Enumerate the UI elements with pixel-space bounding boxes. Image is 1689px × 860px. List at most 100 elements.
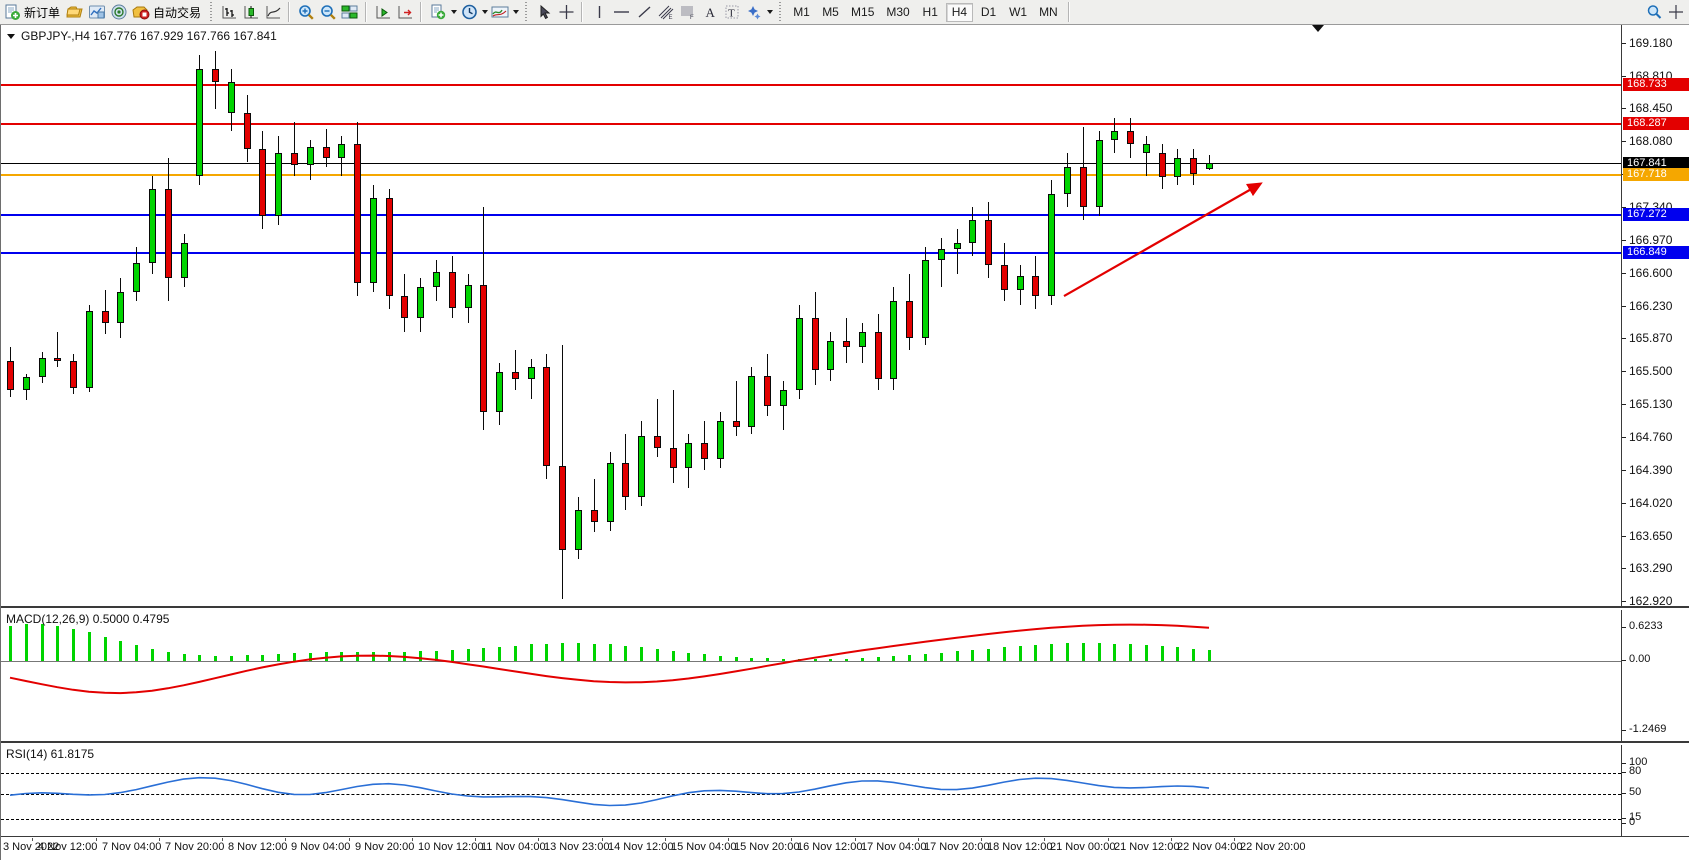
price-scale[interactable]: 169.180168.810168.450168.080167.710167.3… bbox=[1621, 25, 1689, 608]
rsi-plot-area[interactable] bbox=[1, 745, 1621, 836]
macd-histogram-bar bbox=[718, 655, 722, 661]
equidistant-channel-tool-button[interactable]: E bbox=[655, 1, 677, 23]
timeframe-m5[interactable]: M5 bbox=[822, 5, 839, 19]
magnifier-button[interactable] bbox=[1643, 1, 1665, 23]
price-level-line-resistance[interactable] bbox=[1, 83, 1621, 86]
line-chart-button[interactable] bbox=[262, 1, 284, 23]
text-tool-button[interactable]: A bbox=[699, 1, 721, 23]
candle-body bbox=[953, 242, 961, 249]
time-axis-tick bbox=[412, 838, 413, 841]
candle-body bbox=[38, 357, 46, 378]
auto-trading-button[interactable]: 自动交易 bbox=[130, 1, 205, 23]
toolbar-separator bbox=[522, 2, 532, 22]
indicators-dropdown-arrow[interactable] bbox=[449, 2, 458, 22]
price-pane[interactable]: GBPJPY-,H4 167.776 167.929 167.766 167.8… bbox=[1, 25, 1689, 608]
timeframe-h1[interactable]: H1 bbox=[922, 5, 938, 19]
crosshair-right-button[interactable] bbox=[1665, 1, 1687, 23]
market-watch-button[interactable] bbox=[86, 1, 108, 23]
macd-pane[interactable]: MACD(12,26,9) 0.5000 0.4795 0.6233 0.00 -1… bbox=[1, 610, 1689, 743]
macd-histogram-bar bbox=[450, 650, 454, 661]
time-axis-label: 15 Nov 20:00 bbox=[734, 841, 800, 853]
expert-advisors-button[interactable] bbox=[64, 1, 86, 23]
periods-dropdown-arrow[interactable] bbox=[480, 2, 489, 22]
support-tag-2[interactable]: 166.849 bbox=[1623, 245, 1689, 259]
auto-scroll-button[interactable] bbox=[372, 1, 394, 23]
timeframe-m15[interactable]: M15 bbox=[851, 5, 875, 19]
resistance-tag-2[interactable]: 168.287 bbox=[1623, 117, 1689, 131]
candle-wick bbox=[956, 229, 958, 274]
templates-dropdown-arrow[interactable] bbox=[511, 2, 520, 22]
candle-body bbox=[1206, 163, 1213, 169]
label-tool-button[interactable]: T bbox=[721, 1, 743, 23]
tile-windows-button[interactable] bbox=[339, 1, 361, 23]
chart-window[interactable]: GBPJPY-,H4 167.776 167.929 167.766 167.8… bbox=[0, 25, 1689, 860]
macd-histogram-bar bbox=[324, 652, 328, 661]
timeframe-mn[interactable]: MN bbox=[1039, 5, 1058, 19]
timeframe-m1[interactable]: M1 bbox=[793, 5, 810, 19]
candle-body bbox=[369, 197, 377, 283]
price-level-line-resistance[interactable] bbox=[1, 123, 1621, 126]
macd-histogram-bar bbox=[671, 650, 675, 661]
text-icon: A bbox=[703, 4, 718, 20]
macd-histogram-bar bbox=[687, 652, 691, 661]
signals-button[interactable] bbox=[108, 1, 130, 23]
candlestick-chart-button[interactable] bbox=[240, 1, 262, 23]
candle-body bbox=[354, 144, 362, 283]
arrow-cursor-icon bbox=[537, 4, 552, 20]
timeframe-d1[interactable]: D1 bbox=[980, 5, 997, 19]
templates-button[interactable] bbox=[489, 1, 511, 23]
candle-body bbox=[1158, 153, 1166, 178]
trendline-icon bbox=[636, 4, 653, 20]
macd-histogram-bar bbox=[750, 657, 754, 661]
support-tag-1[interactable]: 167.272 bbox=[1623, 207, 1689, 221]
macd-histogram-bar bbox=[987, 648, 991, 661]
objects-dropdown-arrow[interactable] bbox=[765, 2, 774, 22]
collapse-triangle-icon[interactable] bbox=[7, 34, 15, 39]
last-price-tag[interactable]: 167.841 bbox=[1623, 157, 1689, 171]
price-plot-area[interactable] bbox=[1, 25, 1621, 606]
candle-body bbox=[1174, 157, 1182, 178]
periods-button[interactable] bbox=[458, 1, 480, 23]
macd-histogram-bar bbox=[119, 641, 123, 661]
rsi-pane[interactable]: RSI(14) 61.8175 100 80 50 15 0 bbox=[1, 745, 1689, 837]
price-level-line-bid[interactable] bbox=[1, 174, 1621, 177]
chart-shift-button[interactable] bbox=[394, 1, 416, 23]
time-axis[interactable]: 3 Nov 2022 4 Nov 12:00 7 Nov 04:00 7 Nov 20… bbox=[1, 838, 1689, 860]
new-order-button[interactable]: 新订单 bbox=[2, 1, 64, 23]
time-axis-label: 11 Nov 04:00 bbox=[481, 841, 546, 853]
cursor-tool-button[interactable] bbox=[533, 1, 555, 23]
candle-body bbox=[1016, 275, 1024, 290]
fibonacci-tool-button[interactable]: F bbox=[677, 1, 699, 23]
macd-histogram-bar bbox=[561, 643, 565, 661]
time-axis-label: 13 Nov 23:00 bbox=[544, 841, 610, 853]
price-level-line-support[interactable] bbox=[1, 213, 1621, 216]
zoom-in-button[interactable] bbox=[295, 1, 317, 23]
bar-chart-button[interactable] bbox=[218, 1, 240, 23]
vertical-line-tool-button[interactable] bbox=[588, 1, 610, 23]
zoom-out-button[interactable] bbox=[317, 1, 339, 23]
candle-body bbox=[275, 153, 283, 216]
timeframe-m30[interactable]: M30 bbox=[886, 5, 910, 19]
crosshair-tool-button[interactable] bbox=[555, 1, 577, 23]
price-level-line-last-price[interactable] bbox=[1, 163, 1621, 165]
horizontal-line-tool-button[interactable] bbox=[610, 1, 633, 23]
trendline-tool-button[interactable] bbox=[633, 1, 655, 23]
timeframe-w1[interactable]: W1 bbox=[1009, 5, 1028, 19]
timeframe-h4[interactable]: H4 bbox=[945, 2, 974, 22]
indicators-button[interactable] bbox=[427, 1, 449, 23]
price-level-line-support[interactable] bbox=[1, 251, 1621, 254]
rsi-label: RSI(14) 61.8175 bbox=[6, 747, 95, 761]
toolbar-separator bbox=[776, 2, 786, 22]
magnifier-icon bbox=[1646, 4, 1662, 20]
bid-price-tag[interactable]: 167.718 bbox=[1623, 168, 1689, 182]
time-axis-label: 17 Nov 20:00 bbox=[924, 841, 990, 853]
resistance-tag-1[interactable]: 168.733 bbox=[1623, 77, 1689, 91]
macd-histogram-bar bbox=[1129, 644, 1133, 661]
uptrend-arrow[interactable] bbox=[1, 25, 1621, 606]
candle-wick bbox=[1209, 155, 1210, 170]
objects-list-button[interactable] bbox=[743, 1, 765, 23]
fibonacci-icon: F bbox=[679, 4, 697, 20]
macd-plot-area[interactable] bbox=[1, 610, 1621, 741]
candle-body bbox=[653, 436, 661, 448]
toolbar-separator bbox=[1065, 2, 1073, 22]
